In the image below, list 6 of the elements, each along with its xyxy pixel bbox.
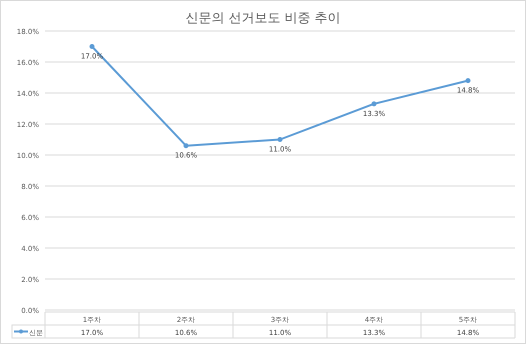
point — [372, 101, 376, 106]
point — [90, 44, 94, 49]
title: 신문의 선거보도 비중 추이 — [185, 11, 341, 26]
point — [466, 78, 470, 84]
point — [278, 137, 282, 142]
point — [184, 143, 188, 148]
